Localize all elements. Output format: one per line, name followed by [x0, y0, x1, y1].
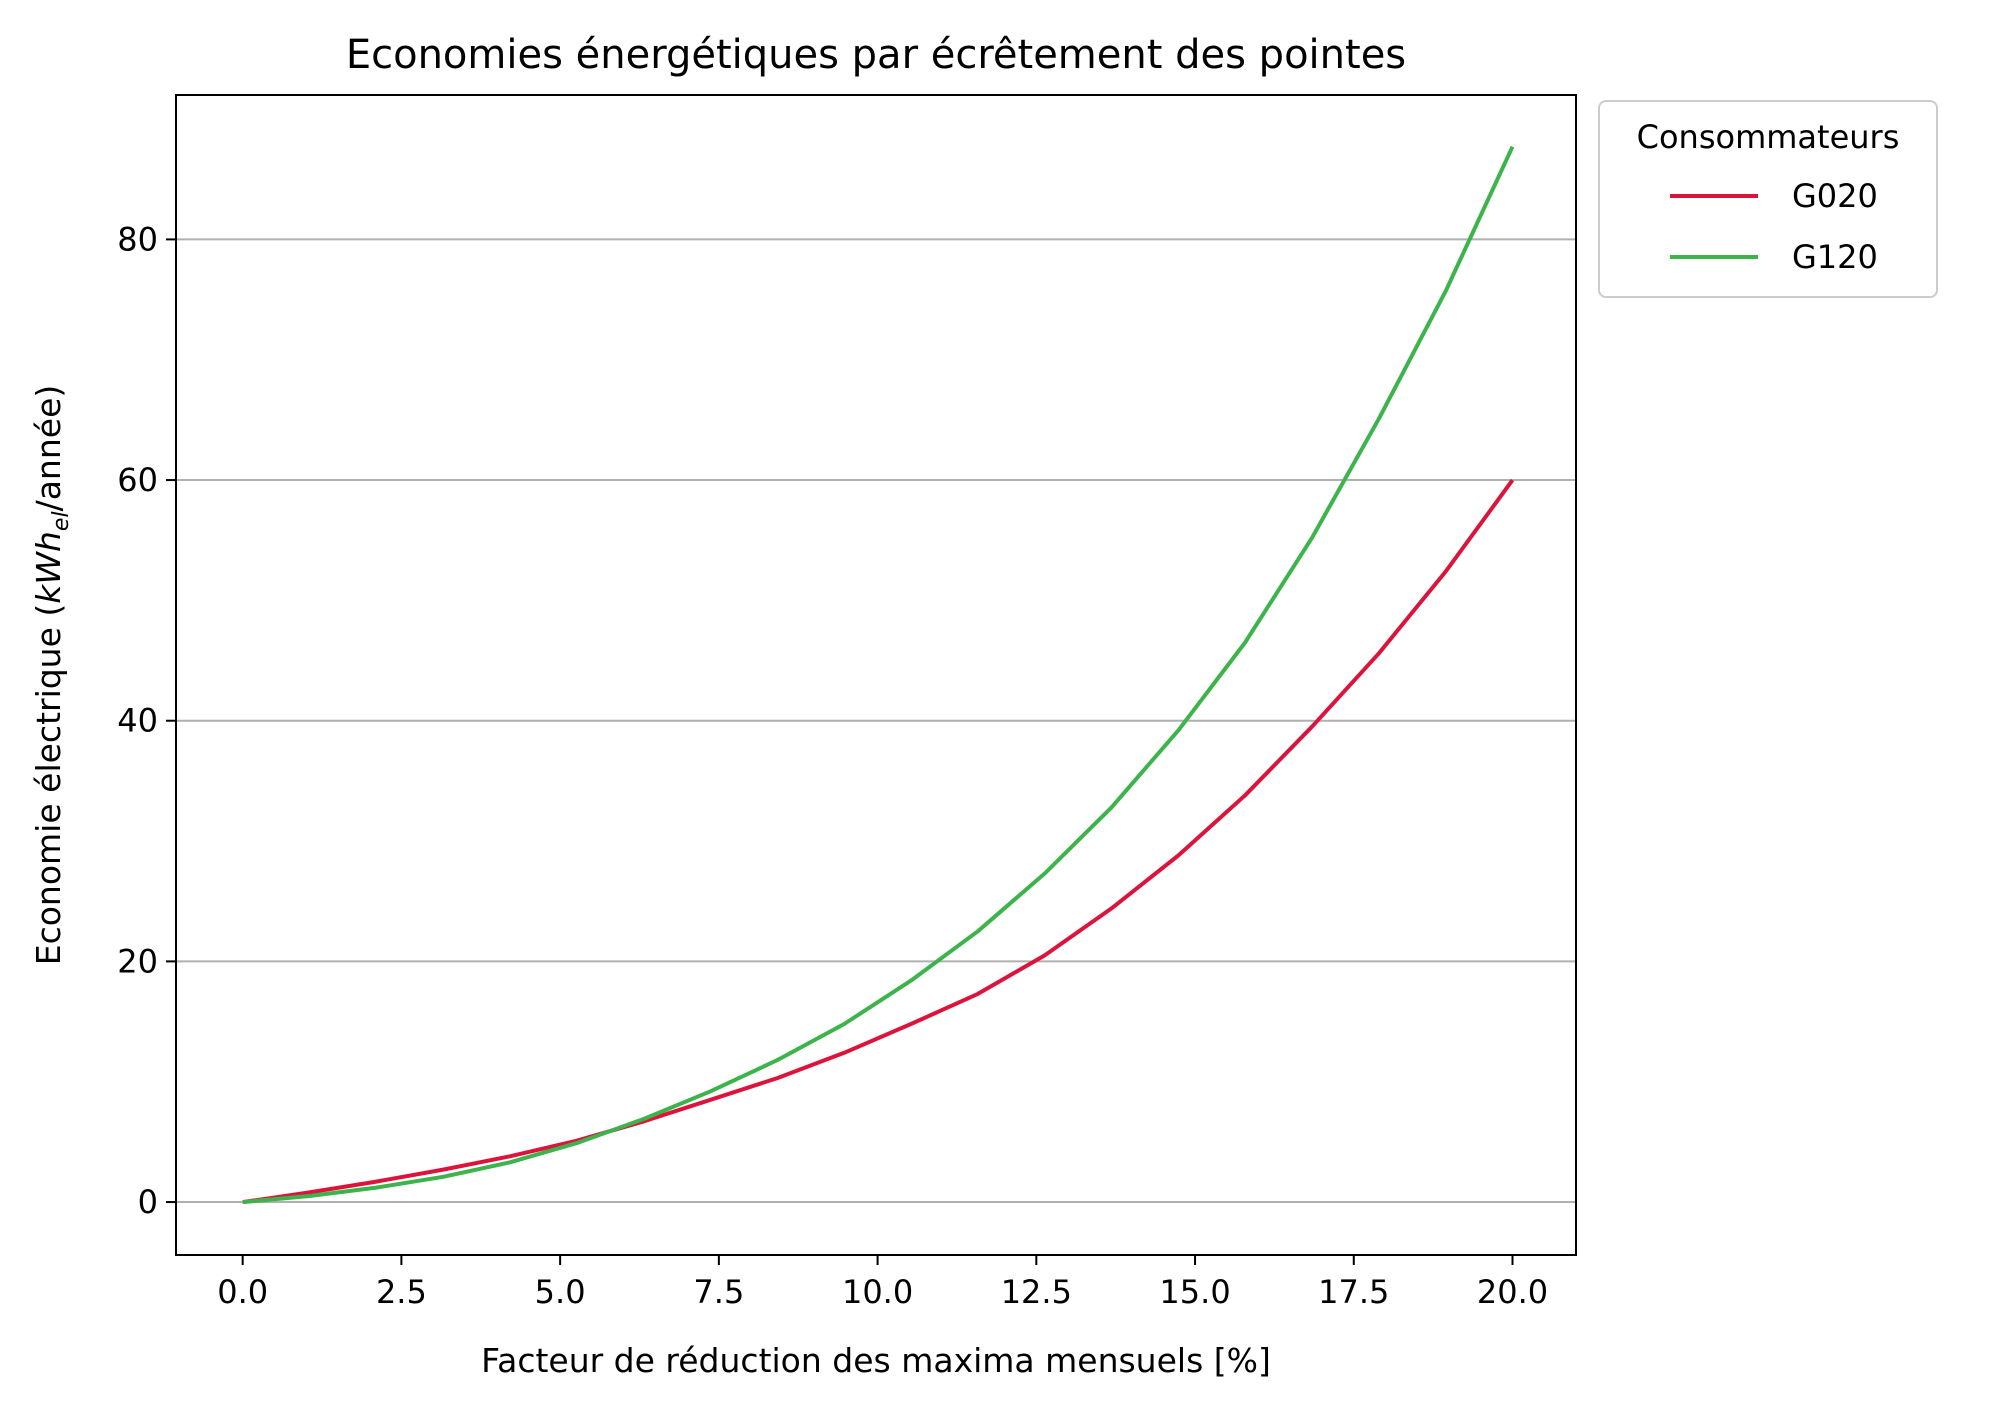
- legend-title: Consommateurs: [1637, 118, 1900, 156]
- x-tick-label: 15.0: [1159, 1273, 1230, 1311]
- x-tick-label: 12.5: [1001, 1273, 1072, 1311]
- y-axis-label: Economie électrique (kWhel/année): [29, 385, 74, 966]
- series-line-g020: [242, 478, 1515, 1205]
- legend: Consommateurs G020 G120: [1598, 100, 1938, 298]
- x-tick-label: 10.0: [842, 1273, 913, 1311]
- y-axis-label-unit: kWh: [29, 531, 68, 604]
- y-tick-label: 80: [117, 220, 158, 258]
- x-tick-label: 20.0: [1477, 1273, 1548, 1311]
- legend-label-g020: G020: [1792, 177, 1878, 215]
- series-line-g120: [242, 145, 1515, 1205]
- x-tick-label: 17.5: [1318, 1273, 1389, 1311]
- plot-area-frame: [175, 94, 1577, 1256]
- y-axis-label-unit-subscript: el: [49, 511, 74, 531]
- y-tick-label: 0: [138, 1183, 158, 1221]
- y-axis-ticks: 0 20 40 60 80: [117, 220, 176, 1221]
- legend-frame: [1598, 100, 1938, 298]
- y-gridlines: [176, 238, 1576, 1204]
- x-axis-label: Facteur de réduction des maxima mensuels…: [481, 1341, 1271, 1380]
- x-axis-ticks: 0.0 2.5 5.0 7.5 10.0 12.5 15.0 17.5 20.0: [217, 1255, 1548, 1311]
- y-axis-label-suffix: /année): [29, 385, 68, 512]
- y-axis-label-prefix: Economie électrique (: [29, 604, 68, 966]
- y-tick-label: 20: [117, 942, 158, 980]
- x-tick-label: 7.5: [693, 1273, 744, 1311]
- chart-title: Economies énergétiques par écrêtement de…: [346, 32, 1406, 78]
- x-tick-label: 2.5: [376, 1273, 427, 1311]
- legend-label-g120: G120: [1792, 238, 1878, 276]
- legend-entries: G020 G120: [1670, 177, 1878, 276]
- x-tick-label: 5.0: [535, 1273, 586, 1311]
- x-tick-label: 0.0: [217, 1273, 268, 1311]
- y-tick-label: 60: [117, 461, 158, 499]
- series-lines: [242, 145, 1515, 1205]
- y-tick-label: 40: [117, 702, 158, 740]
